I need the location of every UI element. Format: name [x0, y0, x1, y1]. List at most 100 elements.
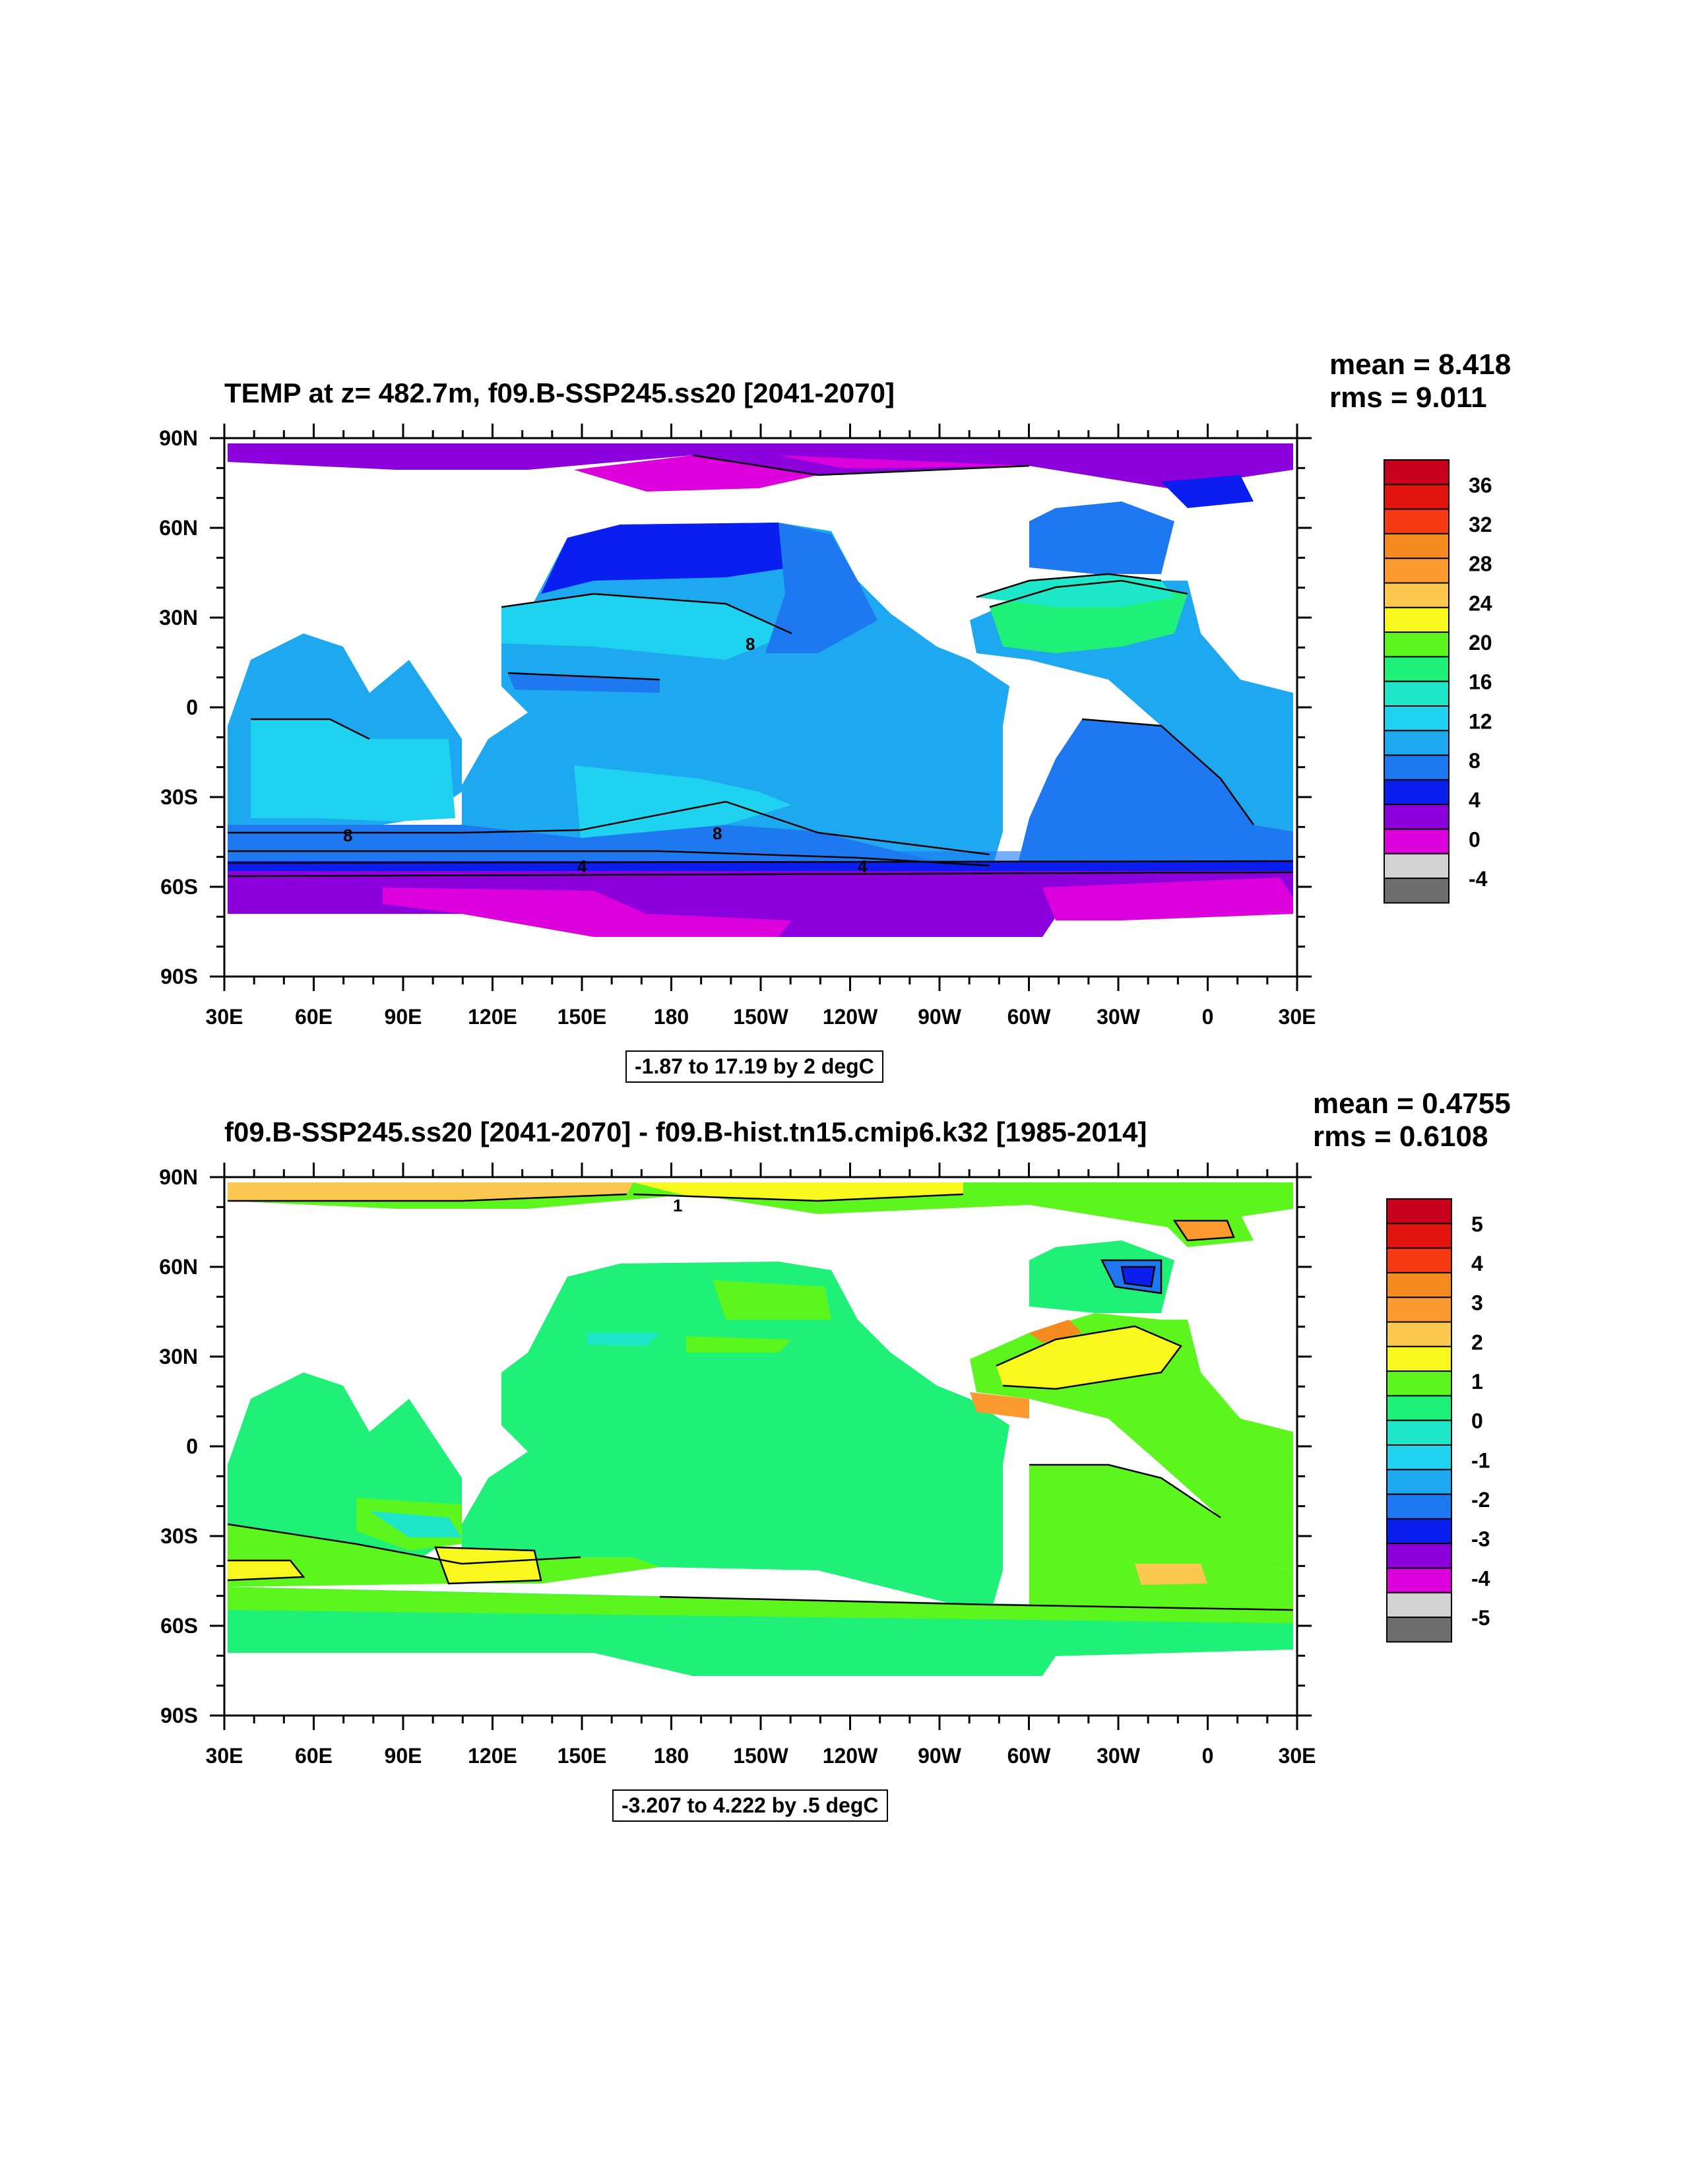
colorbar-swatch: [1384, 558, 1450, 584]
ocean-region-weddell-sea: [1042, 878, 1293, 920]
contour-line: [989, 579, 1188, 608]
contour-line: [976, 573, 1162, 598]
lon-label: 150E: [558, 1744, 607, 1768]
rms-stat: rms = 9.011: [1329, 381, 1487, 414]
lat-label: 30N: [159, 1345, 198, 1368]
panel-title: TEMP at z= 482.7m, f09.B-SSP245.ss20 [20…: [224, 377, 895, 408]
colorbar-swatch: [1386, 1321, 1452, 1347]
colorbar-label: -1: [1471, 1448, 1490, 1472]
lon-label: 90W: [918, 1744, 962, 1768]
colorbar-label: 5: [1471, 1212, 1483, 1236]
colorbar-label: -4: [1469, 867, 1488, 891]
colorbar-swatch: [1386, 1198, 1452, 1225]
colorbar-swatch: [1384, 582, 1450, 608]
bottom-map-svg: 1 90N 60N 30N 0 30S 60S 90S 30E 60E 90E 120E 150E 1…: [159, 1163, 1490, 1768]
lon-label: 180: [654, 1744, 689, 1768]
ocean-region-southern-band: [228, 1587, 1293, 1623]
lon-label: 120W: [823, 1005, 878, 1029]
contour-line: [692, 454, 1030, 476]
lon-label: 60W: [1007, 1744, 1052, 1768]
lat-label: 60S: [160, 1614, 198, 1638]
colorbar-swatch: [1384, 484, 1450, 510]
lon-label: 0: [1202, 1744, 1214, 1768]
colorbar-label: 12: [1469, 709, 1492, 733]
ocean-region-south-atlantic-warm: [1135, 1564, 1207, 1585]
colorbar-swatch: [1386, 1617, 1452, 1643]
contour-lines: [227, 1193, 1294, 1611]
colorbar-swatch: [1384, 754, 1450, 781]
ocean-region-nordic-warm: [1174, 1221, 1234, 1240]
colorbar-swatch: [1386, 1297, 1452, 1323]
contour-line: [1029, 1463, 1221, 1519]
colorbar-label: 8: [1469, 749, 1481, 773]
ocean-region-south-atlantic: [1029, 1465, 1293, 1617]
lat-label: 60N: [159, 516, 198, 540]
lon-label: 120E: [468, 1744, 517, 1768]
contour-info: -1.87 to 17.19 by 2 degC: [625, 1050, 883, 1083]
lat-labels: 90N 60N 30N 0 30S 60S 90S: [159, 1165, 198, 1727]
lat-label: 90S: [160, 965, 198, 988]
lat-label: 90N: [159, 1165, 198, 1189]
colorbar-swatch: [1384, 606, 1450, 633]
lon-label: 180: [654, 1005, 689, 1029]
colorbar-swatch: [1386, 1370, 1452, 1397]
lon-label: 30E: [1279, 1005, 1316, 1029]
colorbar-label: 4: [1471, 1252, 1483, 1275]
contour-line: [633, 1193, 964, 1202]
contour-line: [251, 718, 370, 740]
lon-label: 90W: [918, 1005, 962, 1029]
ocean-region-kuroshio: [587, 1333, 660, 1346]
lon-label: 120E: [468, 1005, 517, 1029]
contour-info: -3.207 to 4.222 by .5 degC: [612, 1789, 888, 1822]
contour-line: [227, 860, 1294, 864]
contour-line: [501, 593, 792, 635]
contour-line: [659, 1595, 1294, 1611]
ocean-region-subpolar-atlantic: [1029, 1240, 1174, 1313]
contour-line: [227, 1523, 581, 1565]
colorbar-label: 0: [1469, 827, 1481, 851]
colorbar-label: -3: [1471, 1527, 1490, 1551]
lon-label: 120W: [823, 1744, 878, 1768]
colorbar-swatch: [1384, 656, 1450, 682]
ocean-region-subpolar-atlantic: [1029, 501, 1174, 574]
colorbar-swatch: [1384, 779, 1450, 806]
colorbar-label: 28: [1469, 552, 1492, 576]
contour-label: 8: [343, 825, 352, 845]
ocean-region-indian-south: [228, 1524, 660, 1587]
ocean-region-north-pacific-east: [686, 1336, 792, 1353]
lon-label: 60E: [295, 1005, 333, 1029]
colorbar: 5 4 3 2 1 0 -1 -2 -3 -4 -5: [1386, 1198, 1490, 1643]
ocean-region-subpolar-core: [1122, 1267, 1155, 1287]
lon-label: 30W: [1097, 1005, 1141, 1029]
ocean-region-gulf-stream-warm: [1029, 1320, 1082, 1343]
contour-line: [228, 800, 990, 856]
contour-line: [228, 1193, 627, 1202]
colorbar-swatch: [1384, 852, 1450, 880]
colorbar-label: 4: [1469, 788, 1481, 812]
colorbar-swatch: [1384, 878, 1450, 904]
colorbar-swatch: [1386, 1345, 1452, 1372]
colorbar-swatch: [1384, 508, 1450, 534]
lon-label: 90E: [385, 1005, 422, 1029]
lon-label: 30E: [206, 1744, 243, 1768]
lon-label: 30E: [1279, 1744, 1316, 1768]
contour-line: [507, 672, 660, 681]
lon-labels: 30E 60E 90E 120E 150E 180 150W 120W 90W 60W 30W 0 30…: [206, 1005, 1316, 1029]
ocean-region-southern-warm: [228, 1560, 303, 1580]
contour-labels: 1: [673, 1196, 682, 1215]
colorbar-label: -2: [1471, 1488, 1490, 1512]
colorbar-swatch: [1386, 1543, 1452, 1569]
contour-line: [1172, 1219, 1235, 1242]
mean-stat: mean = 8.418: [1329, 348, 1512, 381]
ocean-region-southern-band-neg: [228, 871, 1293, 937]
ocean-region-antarctic-margin: [383, 887, 792, 937]
colorbar-swatch: [1386, 1567, 1452, 1593]
lat-label: 60N: [159, 1255, 198, 1279]
colorbar-swatch: [1386, 1518, 1452, 1545]
lon-labels: 30E 60E 90E 120E 150E 180 150W 120W 90W 60W 30W 0 30…: [206, 1744, 1316, 1768]
lat-label: 0: [186, 1434, 198, 1458]
ocean-region-arctic-warm: [228, 1182, 633, 1201]
colorbar-label: 2: [1471, 1330, 1483, 1354]
ocean-region-arctic-east: [779, 455, 1029, 468]
contour-line: [434, 1546, 542, 1585]
